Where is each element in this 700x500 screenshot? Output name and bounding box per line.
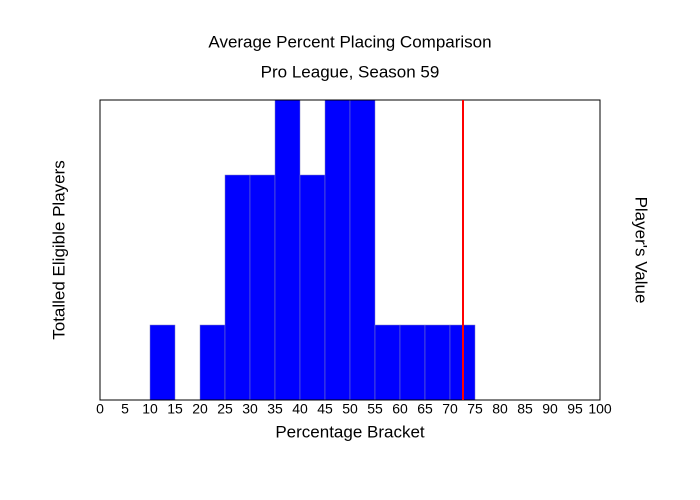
bar bbox=[199, 324, 226, 401]
bar bbox=[424, 324, 451, 401]
x-tick-label: 70 bbox=[442, 401, 458, 417]
x-tick-label: 35 bbox=[267, 401, 283, 417]
x-tick-label: 60 bbox=[392, 401, 408, 417]
x-tick-label: 0 bbox=[96, 401, 104, 417]
x-tick-label: 95 bbox=[567, 401, 583, 417]
bar bbox=[399, 324, 426, 401]
bar bbox=[349, 99, 376, 401]
x-tick-label: 40 bbox=[292, 401, 308, 417]
y-axis-label: Totalled Eligible Players bbox=[49, 160, 68, 340]
x-tick-label: 30 bbox=[242, 401, 258, 417]
x-tick-label: 25 bbox=[217, 401, 233, 417]
bar bbox=[274, 99, 301, 401]
bar bbox=[249, 174, 276, 401]
bar bbox=[299, 174, 326, 401]
bar bbox=[224, 174, 251, 401]
x-tick-label: 45 bbox=[317, 401, 333, 417]
x-tick-label: 85 bbox=[517, 401, 533, 417]
chart-subtitle: Pro League, Season 59 bbox=[261, 62, 440, 81]
plot-frame bbox=[99, 99, 601, 401]
bar bbox=[324, 99, 351, 401]
x-tick-label: 15 bbox=[167, 401, 183, 417]
x-tick-label: 10 bbox=[142, 401, 158, 417]
x-tick-label: 80 bbox=[492, 401, 508, 417]
x-axis-label: Percentage Bracket bbox=[275, 422, 425, 441]
x-tick-label: 75 bbox=[467, 401, 483, 417]
x-tick-label: 50 bbox=[342, 401, 358, 417]
x-tick-label: 20 bbox=[192, 401, 208, 417]
x-tick-label: 55 bbox=[367, 401, 383, 417]
bar bbox=[149, 324, 176, 401]
bar bbox=[374, 324, 401, 401]
chart-title: Average Percent Placing Comparison bbox=[208, 32, 491, 51]
x-tick-label: 65 bbox=[417, 401, 433, 417]
marker-label: Player's Value bbox=[632, 197, 651, 304]
x-tick-label: 5 bbox=[121, 401, 129, 417]
x-tick-label: 100 bbox=[588, 401, 612, 417]
x-tick-label: 90 bbox=[542, 401, 558, 417]
